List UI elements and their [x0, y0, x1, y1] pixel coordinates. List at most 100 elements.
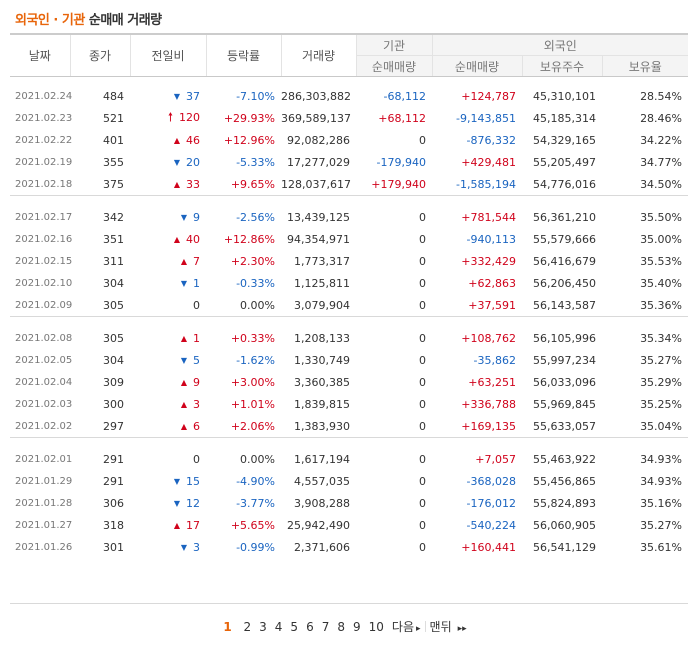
date-cell: 2021.02.24	[15, 90, 73, 102]
inst-net-cell: 0	[419, 276, 426, 290]
close-cell: 342	[103, 210, 124, 224]
page-current[interactable]: 1	[223, 620, 232, 634]
date-cell: 2021.02.09	[15, 299, 73, 311]
foreign-net-cell: -940,113	[466, 232, 516, 246]
diff-cell: ▲ 40	[130, 228, 206, 250]
volume-cell: 286,303,882	[281, 89, 351, 103]
foreign-hold-cell: 55,633,057	[533, 419, 596, 433]
table-row: 2021.02.24 484 ▼ 37 -7.10% 286,303,882 -68,112…	[10, 85, 688, 107]
diff-cell: ▲ 1	[130, 327, 206, 349]
spacer-row	[10, 77, 688, 86]
page-link[interactable]: 8	[337, 620, 345, 634]
volume-cell: 1,330,749	[294, 353, 350, 367]
foreign-hold-cell: 56,361,210	[533, 210, 596, 224]
date-cell: 2021.01.27	[15, 519, 73, 531]
diff-cell: ▲ 6	[130, 415, 206, 438]
inst-net-cell: 0	[419, 298, 426, 312]
diff-value: 0	[193, 452, 200, 466]
volume-cell: 3,079,904	[294, 298, 350, 312]
down-arrow-icon: ▼	[180, 278, 187, 288]
foreign-net-cell: +124,787	[461, 89, 516, 103]
foreign-hold-cell: 55,969,845	[533, 397, 596, 411]
page-link[interactable]: 2	[243, 620, 252, 634]
volume-cell: 25,942,490	[287, 518, 350, 532]
diff-value: 15	[186, 474, 200, 488]
table-row: 2021.01.29 291 ▼ 15 -4.90% 4,557,035 0 -368,028…	[10, 470, 688, 492]
foreign-hold-cell: 55,463,922	[533, 452, 596, 466]
page-link[interactable]: 4	[274, 620, 283, 634]
group-divider	[10, 316, 689, 327]
rate-cell: 0.00%	[240, 452, 275, 466]
last-page-link[interactable]: 맨뒤 ▸▸	[426, 618, 471, 635]
diff-cell: 0	[130, 448, 206, 470]
table-row: 2021.02.18 375 ▲ 33 +9.65% 128,037,617 +179,94…	[10, 173, 688, 196]
up-arrow-icon: ▲	[180, 256, 187, 266]
foreign-net-cell: -9,143,851	[456, 111, 516, 125]
close-cell: 309	[103, 375, 124, 389]
inst-net-cell: +179,940	[371, 177, 426, 191]
diff-value: 6	[193, 419, 200, 433]
up-arrow-icon: ▲	[173, 179, 180, 189]
foreign-ratio-cell: 35.27%	[640, 518, 683, 532]
date-cell: 2021.02.18	[15, 178, 73, 190]
rate-cell: -2.56%	[236, 210, 275, 224]
page-link[interactable]: 3	[259, 620, 267, 634]
foreign-hold-cell: 56,143,587	[533, 298, 596, 312]
rate-cell: -0.99%	[236, 540, 275, 554]
header-institution: 기관	[355, 34, 432, 56]
pagination: 1 2 3 4 5 6 7 8 9 10 다음 ▸ 맨뒤 ▸▸	[0, 618, 690, 635]
diff-value: 12	[186, 496, 200, 510]
close-cell: 291	[103, 474, 124, 488]
title-institution: 기관	[61, 13, 85, 28]
table-row: 2021.02.01 291 0 0.00% 1,617,194 0 +7,057 55,46…	[10, 448, 688, 470]
up-arrow-icon: ▲	[173, 520, 180, 530]
header-volume: 거래량	[280, 34, 356, 77]
foreign-hold-cell: 55,824,893	[533, 496, 596, 510]
page-link[interactable]: 7	[321, 620, 330, 634]
foreign-net-cell: +37,591	[468, 298, 516, 312]
down-arrow-icon: ▼	[180, 355, 187, 365]
rate-cell: +12.96%	[223, 133, 275, 147]
foreign-hold-cell: 54,329,165	[533, 133, 596, 147]
foreign-net-cell: +108,762	[461, 331, 516, 345]
next-page-link[interactable]: 다음 ▸	[388, 618, 425, 635]
diff-value: 46	[186, 133, 200, 147]
page-link[interactable]: 5	[290, 620, 299, 634]
table-body: 2021.02.24 484 ▼ 37 -7.10% 286,303,882 -68,112…	[10, 77, 689, 559]
down-arrow-icon: ▼	[180, 542, 187, 552]
table-row: 2021.02.22 401 ▲ 46 +12.96% 92,082,286 0 -876,3…	[10, 129, 688, 151]
up-arrow-icon: ▲	[180, 377, 187, 387]
foreign-ratio-cell: 35.27%	[640, 353, 683, 367]
date-cell: 2021.02.05	[15, 354, 73, 366]
foreign-net-cell: +332,429	[461, 254, 516, 268]
inst-net-cell: 0	[419, 419, 426, 433]
page-link[interactable]: 9	[352, 620, 361, 634]
diff-value: 1	[193, 331, 200, 345]
table-row: 2021.02.05 304 ▼ 5 -1.62% 1,330,749 0 -35,862 55…	[10, 349, 688, 371]
diff-value: 1	[193, 276, 200, 290]
page-link[interactable]: 6	[306, 620, 314, 634]
date-cell: 2021.02.23	[15, 112, 73, 124]
volume-cell: 1,773,317	[294, 254, 350, 268]
table-row: 2021.02.10 304 ▼ 1 -0.33% 1,125,811 0 +62,863 56…	[10, 272, 688, 294]
table-row: 2021.01.28 306 ▼ 12 -3.77% 3,908,288 0 -176,012…	[10, 492, 688, 514]
close-cell: 351	[103, 232, 124, 246]
foreign-hold-cell: 56,060,905	[533, 518, 596, 532]
volume-cell: 1,839,815	[294, 397, 350, 411]
foreign-ratio-cell: 35.36%	[640, 298, 683, 312]
next-arrow-icon: ▸	[416, 624, 421, 634]
header-close: 종가	[69, 34, 130, 77]
foreign-ratio-cell: 35.00%	[640, 232, 683, 246]
header-rate: 등락률	[205, 34, 281, 77]
rate-cell: -3.77%	[236, 496, 275, 510]
up-arrow-icon: ▲	[180, 421, 187, 431]
inst-net-cell: 0	[419, 397, 426, 411]
date-cell: 2021.02.22	[15, 134, 73, 146]
next-label: 다음	[391, 620, 414, 634]
page-link[interactable]: 10	[368, 620, 384, 634]
table-row: 2021.02.04 309 ▲ 9 +3.00% 3,360,385 0 +63,251 56…	[10, 371, 688, 393]
inst-net-cell: 0	[419, 474, 426, 488]
volume-cell: 3,360,385	[294, 375, 350, 389]
volume-cell: 2,371,606	[294, 540, 350, 554]
up-arrow-icon: ▲	[180, 399, 187, 409]
